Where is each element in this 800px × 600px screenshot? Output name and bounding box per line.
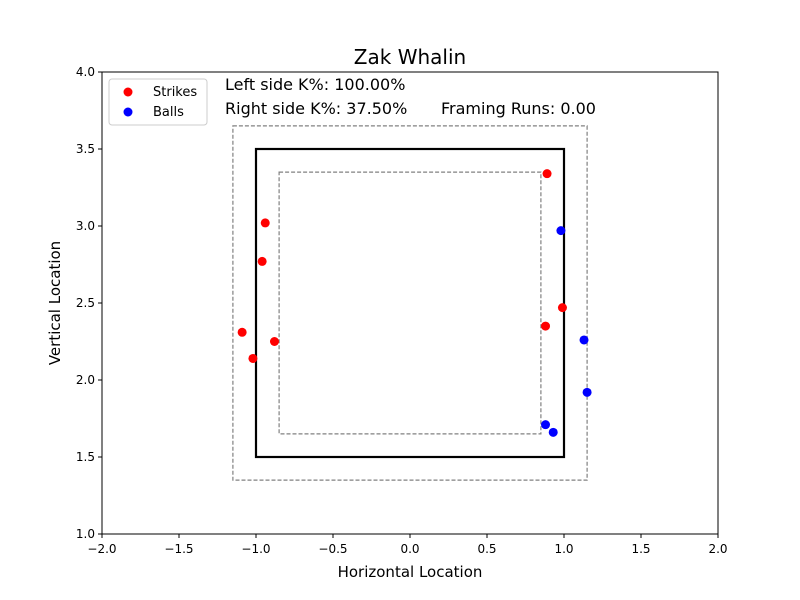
point-strikes [237,327,247,337]
point-strikes [269,337,279,346]
y-axis-ticks: 1.0 1.5 2.0 2.5 3.0 3.5 4.0 [76,65,102,541]
y-tick-label: 4.0 [76,65,95,79]
point-balls [582,387,592,397]
y-tick-label: 2.5 [76,296,95,310]
x-tick-label: 0.5 [477,542,496,556]
x-tick-label: −1.5 [164,542,193,556]
outer-zone-dashed [232,125,588,481]
point-balls [556,226,566,236]
point-balls [541,420,551,430]
framing-runs-annotation: Framing Runs: 0.00 [441,99,596,118]
x-tick-label: −2.0 [87,542,116,556]
legend-box [108,78,208,126]
x-tick-label: 1.5 [631,542,650,556]
legend: Strikes Balls [108,78,208,126]
x-tick-label: 2.0 [708,542,727,556]
legend-marker-balls [123,107,133,117]
y-tick-label: 1.5 [76,450,95,464]
point-strikes [257,256,267,266]
strike-zone [254,147,566,459]
y-tick-label: 3.5 [76,142,95,156]
x-tick-label: 0.0 [400,542,419,556]
point-balls [579,335,589,345]
x-tick-label: 1.0 [554,542,573,556]
points-layer [237,169,592,437]
point-balls [548,427,558,437]
x-axis-ticks: −2.0 −1.5 −1.0 −0.5 0.0 0.5 1.0 1.5 2.0 [87,534,728,556]
x-axis-label: Horizontal Location [338,563,483,581]
x-tick-label: −1.0 [241,542,270,556]
point-strikes [260,218,270,228]
legend-label-balls: Balls [153,105,184,120]
point-strikes [542,169,552,179]
point-strikes [248,353,258,363]
legend-marker-strikes [123,87,133,97]
right-k-annotation: Right side K%: 37.50% [225,99,407,118]
zones-layer [232,125,588,481]
legend-label-strikes: Strikes [153,85,197,100]
y-axis-label: Vertical Location [46,241,64,365]
left-k-annotation: Left side K%: 100.00% [225,75,405,94]
x-tick-label: −0.5 [318,542,347,556]
chart-title: Zak Whalin [354,45,466,69]
point-strikes [557,303,567,313]
y-tick-label: 3.0 [76,219,95,233]
point-strikes [541,321,551,331]
y-tick-label: 2.0 [76,373,95,387]
inner-zone-dashed [278,171,542,435]
y-tick-label: 1.0 [76,527,95,541]
